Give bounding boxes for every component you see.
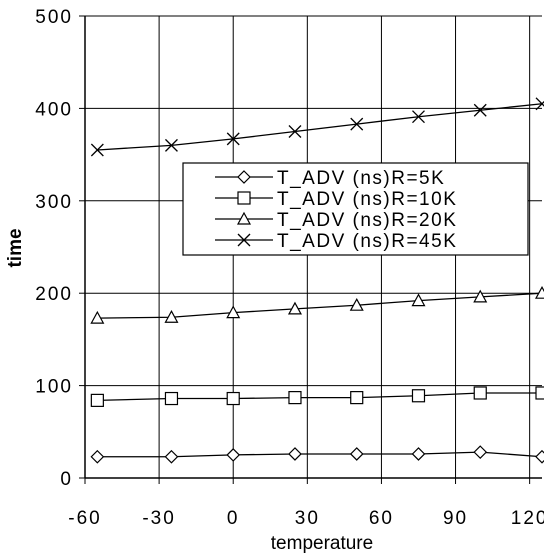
diamond-marker: [473, 445, 488, 459]
series-line-4: [97, 103, 543, 151]
legend-label: T_ADV (ns)R=20K: [277, 210, 457, 231]
legend-label: T_ADV (ns)R=10K: [277, 189, 457, 210]
y-tick-label: 0: [60, 469, 73, 490]
x-tick-label: 0: [227, 508, 240, 529]
tick-labels: -60 -30 0 30 60 90 120 0 100 200 300 400 500: [35, 7, 544, 529]
square-marker: [288, 391, 302, 405]
x-tick-label: -60: [68, 508, 101, 529]
square-marker: [473, 386, 487, 400]
x-marker: [412, 110, 425, 124]
triangle-marker: [473, 289, 488, 303]
y-tick-label: 300: [35, 192, 73, 213]
x-tick-label: -30: [142, 508, 175, 529]
triangle-marker: [411, 293, 426, 307]
square-marker: [350, 391, 364, 405]
x-marker-stroke: [164, 138, 178, 152]
series-lines: [97, 103, 543, 458]
square-marker: [535, 386, 544, 400]
triangle-marker: [226, 305, 241, 319]
triangle-marker: [534, 285, 544, 299]
x-tick-label: 90: [443, 508, 468, 529]
triangle-marker: [287, 301, 302, 315]
diamond-marker: [237, 170, 251, 184]
x-marker: [90, 143, 104, 157]
series-line-2: [97, 392, 542, 402]
diamond-marker: [226, 448, 241, 462]
series-line-1: [97, 451, 543, 458]
x-axis-title: temperature: [271, 533, 373, 554]
square-marker: [237, 191, 251, 205]
diamond-marker: [535, 449, 544, 464]
x-marker-stroke: [237, 233, 251, 247]
x-tick-label: 120: [511, 508, 544, 529]
series-line-3: [97, 292, 543, 319]
triangle-marker: [349, 297, 364, 311]
y-tick-label: 400: [35, 99, 73, 120]
diamond-marker: [349, 447, 364, 461]
triangle-marker: [164, 309, 179, 323]
axes: [79, 15, 542, 484]
legend-label: T_ADV (ns)R=45K: [277, 231, 457, 252]
x-marker: [237, 233, 251, 247]
square-marker: [164, 391, 179, 406]
x-marker-stroke: [412, 110, 425, 124]
square-marker: [226, 391, 240, 406]
y-tick-label: 500: [35, 7, 73, 28]
diamond-marker: [164, 449, 179, 464]
x-tick-label: 30: [295, 508, 320, 529]
x-marker-stroke: [226, 132, 240, 146]
x-marker-stroke: [288, 125, 302, 138]
x-marker-stroke: [350, 117, 364, 131]
series-markers: [90, 97, 544, 464]
x-marker: [535, 97, 544, 111]
x-marker: [288, 125, 302, 138]
x-marker: [226, 132, 240, 146]
y-tick-label: 200: [35, 284, 73, 305]
x-marker: [473, 103, 487, 117]
square-marker: [90, 393, 104, 407]
x-tick-label: 60: [369, 508, 394, 529]
triangle-marker: [90, 310, 105, 324]
diamond-marker: [90, 449, 105, 464]
x-marker-stroke: [90, 143, 104, 157]
x-marker-stroke: [535, 100, 544, 111]
legend-label: T_ADV (ns)R=5K: [277, 168, 445, 189]
y-axis-title: time: [5, 228, 26, 267]
square-marker: [411, 389, 426, 403]
diamond-marker: [411, 447, 426, 461]
x-marker-stroke: [473, 103, 487, 117]
x-marker: [164, 138, 178, 152]
triangle-marker: [236, 211, 252, 225]
diamond-marker: [288, 447, 302, 461]
x-marker: [350, 117, 364, 131]
y-tick-label: 100: [35, 377, 73, 398]
